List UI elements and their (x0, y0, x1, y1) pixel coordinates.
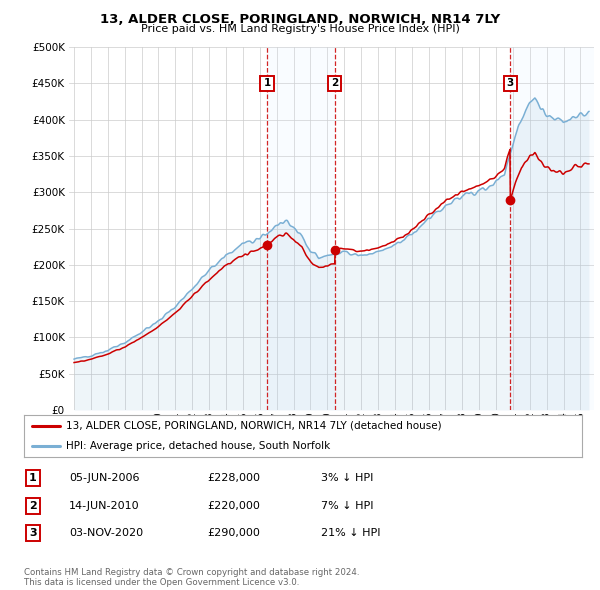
Text: 2: 2 (29, 501, 37, 510)
Text: 3: 3 (506, 78, 514, 88)
Text: £228,000: £228,000 (207, 473, 260, 483)
Text: Price paid vs. HM Land Registry's House Price Index (HPI): Price paid vs. HM Land Registry's House … (140, 24, 460, 34)
Bar (510, 47, 594, 410)
Text: 14-JUN-2010: 14-JUN-2010 (69, 501, 140, 510)
Text: 21% ↓ HPI: 21% ↓ HPI (321, 529, 380, 538)
Bar (267, 47, 335, 410)
Text: 13, ALDER CLOSE, PORINGLAND, NORWICH, NR14 7LY (detached house): 13, ALDER CLOSE, PORINGLAND, NORWICH, NR… (66, 421, 442, 431)
Text: £220,000: £220,000 (207, 501, 260, 510)
Text: 3: 3 (29, 529, 37, 538)
Text: 05-JUN-2006: 05-JUN-2006 (69, 473, 139, 483)
Text: 3% ↓ HPI: 3% ↓ HPI (321, 473, 373, 483)
Text: 1: 1 (29, 473, 37, 483)
Text: Contains HM Land Registry data © Crown copyright and database right 2024.
This d: Contains HM Land Registry data © Crown c… (24, 568, 359, 587)
Text: 7% ↓ HPI: 7% ↓ HPI (321, 501, 373, 510)
Text: 1: 1 (263, 78, 271, 88)
Text: 13, ALDER CLOSE, PORINGLAND, NORWICH, NR14 7LY: 13, ALDER CLOSE, PORINGLAND, NORWICH, NR… (100, 13, 500, 26)
Text: 2: 2 (331, 78, 338, 88)
Text: HPI: Average price, detached house, South Norfolk: HPI: Average price, detached house, Sout… (66, 441, 330, 451)
Text: £290,000: £290,000 (207, 529, 260, 538)
Text: 03-NOV-2020: 03-NOV-2020 (69, 529, 143, 538)
